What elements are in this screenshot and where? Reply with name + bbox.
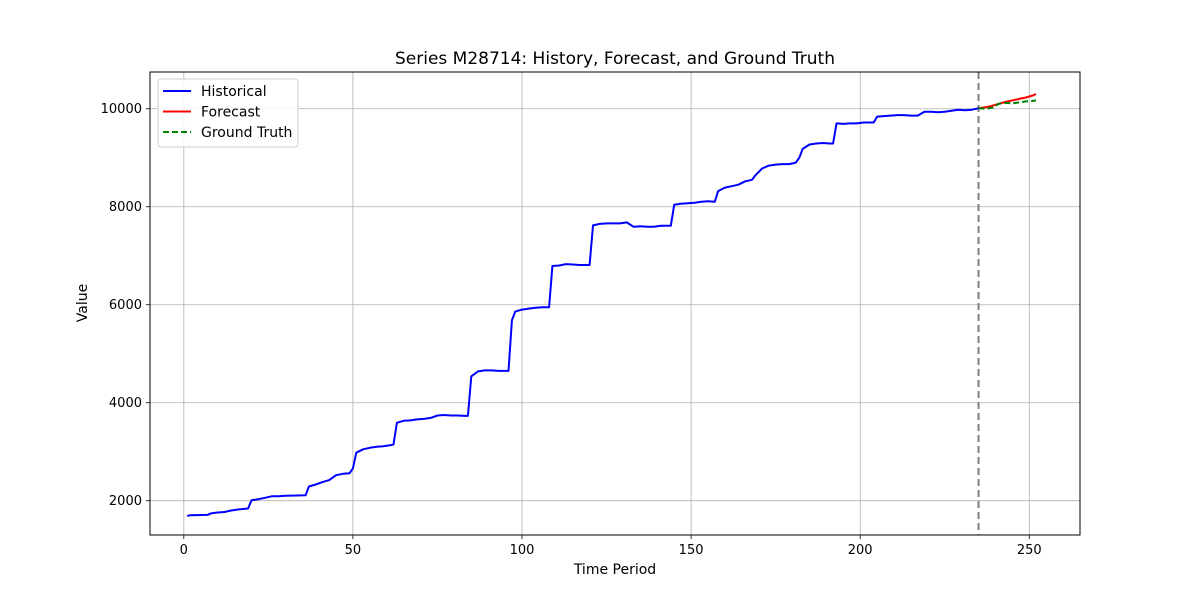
x-tick-label: 200 <box>848 543 873 558</box>
legend-label-historical: Historical <box>201 84 267 100</box>
chart-title: Series M28714: History, Forecast, and Gr… <box>395 49 835 69</box>
series-line-forecast <box>978 93 1037 110</box>
x-tick-label: 150 <box>679 543 704 558</box>
legend: Historical Forecast Ground Truth <box>157 78 299 148</box>
x-tick-label: 50 <box>345 543 362 558</box>
legend-box <box>157 78 299 148</box>
legend-label-forecast: Forecast <box>201 105 261 121</box>
y-tick-label: 6000 <box>109 298 142 313</box>
y-axis-title: Value <box>75 284 91 322</box>
x-tick-label: 100 <box>510 543 535 558</box>
y-tick-label: 2000 <box>109 494 142 509</box>
series-group <box>186 93 1037 517</box>
legend-label-ground-truth: Ground Truth <box>201 125 292 141</box>
x-axis-title: Time Period <box>573 562 656 578</box>
ticks: 0 50 100 150 200 250 2000 4000 6000 8000 10000 <box>101 102 1042 558</box>
x-tick-label: 250 <box>1017 543 1042 558</box>
series-line-historical <box>186 107 979 517</box>
series-line-ground-truth <box>978 99 1037 110</box>
y-tick-label: 4000 <box>109 396 142 411</box>
x-tick-label: 0 <box>180 543 188 558</box>
plot-frame <box>149 71 1081 536</box>
y-tick-label: 10000 <box>101 102 142 117</box>
y-tick-label: 8000 <box>109 200 142 215</box>
grid <box>150 72 1080 535</box>
